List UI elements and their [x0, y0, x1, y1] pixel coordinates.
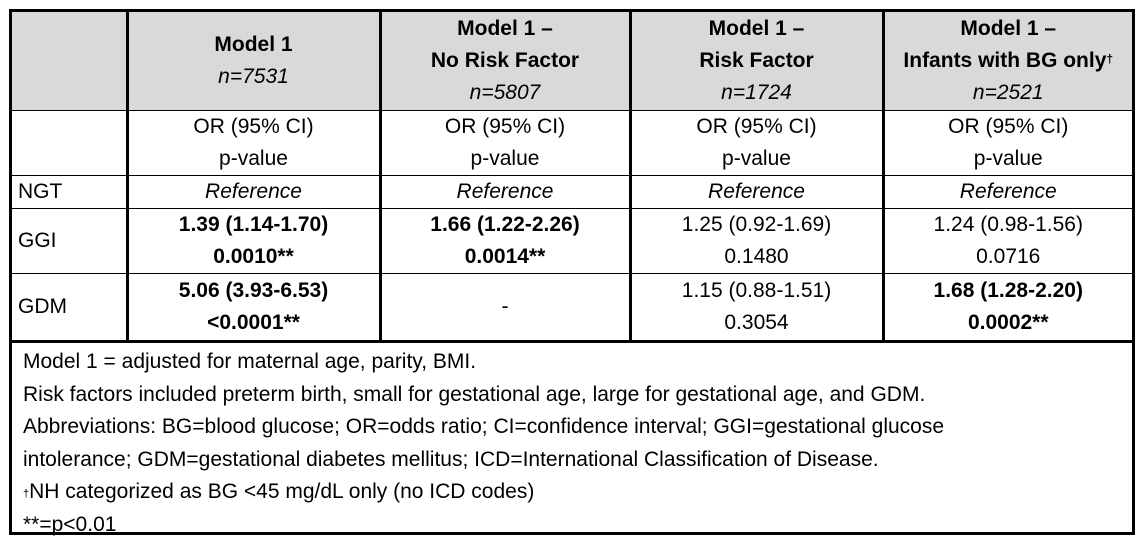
cell-p: 0.0002**: [967, 311, 1049, 334]
table-row-gdm: GDM 5.06 (3.93-6.53) <0.0001** - 1.15 (0.…: [12, 273, 1132, 343]
table-cell: 1.15 (0.88-1.51) 0.3054: [629, 273, 885, 343]
subheader-p: p-value: [470, 147, 540, 170]
table-cell: 1.25 (0.92-1.69) 0.1480: [629, 208, 885, 274]
subheader-or: OR (95% CI): [948, 115, 1069, 138]
column-subtitle: Infants with BG only†: [891, 45, 1127, 77]
table-cell: 1.39 (1.14-1.70) 0.0010**: [126, 208, 382, 274]
column-header-no-risk-factor: Model 1 – No Risk Factor n=5807: [379, 12, 632, 111]
column-n: n=5807: [469, 81, 541, 104]
column-subtitle: Risk Factor: [699, 49, 814, 72]
footnote-abbreviations-continued: intolerance; GDM=gestational diabetes me…: [23, 447, 879, 471]
cell-or: 1.24 (0.98-1.56): [933, 213, 1083, 236]
table-cell: 5.06 (3.93-6.53) <0.0001**: [126, 273, 382, 343]
cell-or: 1.68 (1.28-2.20): [933, 279, 1083, 302]
footnote-nh-definition: †NH categorized as BG <45 mg/dL only (no…: [23, 476, 1132, 509]
results-table-frame: Model 1 n=7531 Model 1 – No Risk Factor …: [9, 9, 1135, 536]
subheader-cell: OR (95% CI) p-value: [126, 110, 382, 176]
column-title: Model 1 –: [708, 17, 805, 40]
cell-p: 0.0716: [976, 245, 1041, 268]
table-cell: 1.24 (0.98-1.56) 0.0716: [882, 208, 1132, 274]
column-n: n=2521: [972, 81, 1044, 104]
subheader-cell: OR (95% CI) p-value: [379, 110, 632, 176]
column-header-risk-factor: Model 1 – Risk Factor n=1724: [629, 12, 885, 111]
subheader-label-cell: [12, 110, 129, 176]
odds-ratio-table: Model 1 n=7531 Model 1 – No Risk Factor …: [12, 12, 1132, 343]
table-row-ggi: GGI 1.39 (1.14-1.70) 0.0010** 1.66 (1.22-…: [12, 208, 1132, 274]
subheader-or: OR (95% CI): [444, 115, 566, 138]
table-cell: -: [379, 273, 632, 343]
footnote-nh-text: NH categorized as BG <45 mg/dL only (no …: [29, 480, 535, 503]
cell-p: 0.0014**: [464, 245, 546, 268]
header-row: Model 1 n=7531 Model 1 – No Risk Factor …: [12, 12, 1132, 111]
dagger-mark: †: [1106, 52, 1114, 66]
cell-p: 0.1480: [724, 245, 789, 268]
row-label: NGT: [12, 175, 129, 209]
subheader-row: OR (95% CI) p-value OR (95% CI) p-value OR…: [12, 110, 1132, 176]
cell-or: 1.15 (0.88-1.51): [681, 279, 832, 302]
cell-or: 5.06 (3.93-6.53): [178, 279, 329, 302]
table-cell: 1.68 (1.28-2.20) 0.0002**: [882, 273, 1132, 343]
table-cell: 1.66 (1.22-2.26) 0.0014**: [379, 208, 632, 274]
cell-or: 1.66 (1.22-2.26): [430, 213, 580, 236]
table-cell: Reference: [629, 175, 885, 209]
table-cell: Reference: [126, 175, 382, 209]
footnote-significance: **=p<0.01: [23, 512, 117, 536]
table-footnotes: Model 1 = adjusted for maternal age, par…: [12, 343, 1132, 541]
column-subtitle-text: Infants with BG only: [903, 49, 1107, 72]
subheader-or: OR (95% CI): [696, 115, 817, 138]
table-cell: Reference: [882, 175, 1132, 209]
footnote-abbreviations: Abbreviations: BG=blood glucose; OR=odds…: [23, 415, 945, 438]
column-subtitle: No Risk Factor: [430, 49, 580, 72]
footnote-risk-factors: Risk factors included preterm birth, sma…: [23, 382, 926, 406]
table-cell: Reference: [379, 175, 632, 209]
column-n: n=7531: [218, 65, 289, 88]
dagger-mark: †: [23, 488, 30, 500]
column-header-bg-only: Model 1 – Infants with BG only† n=2521: [882, 12, 1132, 111]
footnote-model-definition: Model 1 = adjusted for maternal age, par…: [23, 350, 477, 373]
cell-p: 0.3054: [724, 311, 789, 334]
cell-p: <0.0001**: [207, 311, 300, 334]
table-row-ngt: NGT Reference Reference Reference Refere…: [12, 175, 1132, 209]
column-title: Model 1: [214, 33, 293, 56]
column-n: n=1724: [721, 81, 792, 104]
row-label: GGI: [12, 208, 129, 274]
cell-or: 1.25 (0.92-1.69): [681, 213, 832, 236]
column-title: Model 1 –: [960, 17, 1057, 40]
subheader-or: OR (95% CI): [193, 115, 314, 138]
column-header-model1: Model 1 n=7531: [126, 12, 382, 111]
subheader-p: p-value: [219, 147, 288, 170]
subheader-p: p-value: [973, 147, 1043, 170]
subheader-p: p-value: [722, 147, 791, 170]
cell-or: 1.39 (1.14-1.70): [178, 213, 329, 236]
header-corner-cell: [12, 12, 129, 111]
row-label: GDM: [12, 273, 129, 343]
column-title: Model 1 –: [457, 17, 553, 40]
subheader-cell: OR (95% CI) p-value: [882, 110, 1132, 176]
cell-p: 0.0010**: [213, 245, 294, 268]
subheader-cell: OR (95% CI) p-value: [629, 110, 885, 176]
